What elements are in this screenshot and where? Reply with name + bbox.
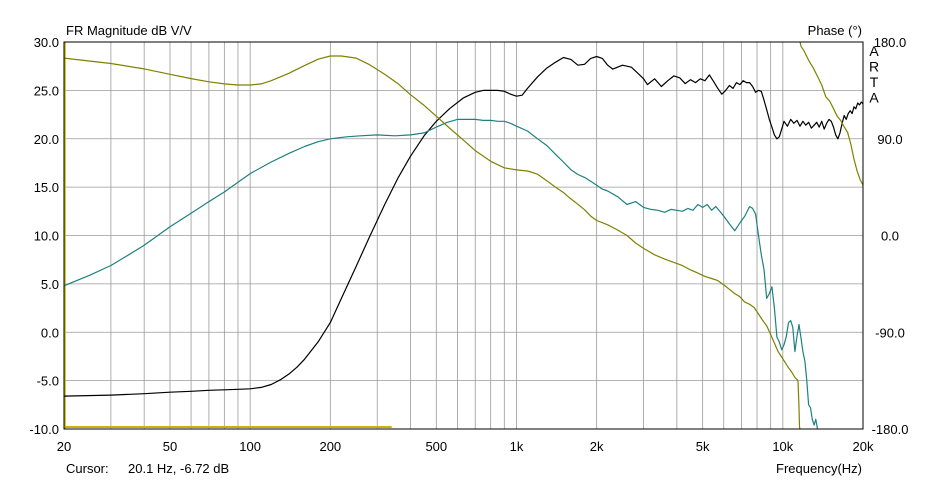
phase-tick-label: 180.0 [874, 35, 907, 50]
chart-title: FR Magnitude dB V/V [66, 23, 192, 38]
brand-letter: T [870, 74, 879, 90]
phase-tick-label: -90.0 [875, 325, 905, 340]
y-tick-label: -10.0 [29, 422, 59, 437]
y-tick-label: 20.0 [34, 132, 59, 147]
plot-border [63, 41, 864, 430]
x-tick-label: 500 [425, 439, 447, 454]
x-tick-label: 20 [57, 439, 71, 454]
x-tick-label: 100 [239, 439, 261, 454]
phase-tick-label: 0.0 [881, 229, 899, 244]
y-tick-label: 15.0 [34, 180, 59, 195]
phase-tick-label: -180.0 [872, 422, 909, 437]
x-axis-ticks: 20 50 100 200 500 1k 2k 5k 10k 20k [57, 439, 874, 454]
phase-axis-title: Phase (°) [808, 23, 862, 38]
cursor-marker [64, 42, 392, 429]
y-tick-label: 0.0 [41, 325, 59, 340]
cursor-label: Cursor: [66, 461, 109, 476]
x-axis-label: Frequency(Hz) [776, 461, 862, 476]
series-layer [64, 42, 863, 429]
series-line-3 [799, 42, 863, 186]
x-tick-label: 200 [319, 439, 341, 454]
y-tick-label: -5.0 [37, 374, 59, 389]
x-tick-label: 50 [163, 439, 177, 454]
series-line-3 [64, 55, 801, 429]
x-tick-label: 1k [510, 439, 524, 454]
y-tick-label: 30.0 [34, 35, 59, 50]
brand-letter: R [869, 59, 879, 75]
y-axis-ticks: -10.0 -5.0 0.0 5.0 10.0 15.0 20.0 25.0 30.0 [29, 35, 59, 437]
cursor-readout: 20.1 Hz, -6.72 dB [128, 461, 229, 476]
phase-axis-ticks: 180.0 90.0 0.0 -90.0 -180.0 [872, 35, 909, 437]
x-tick-label: 10k [772, 439, 793, 454]
phase-tick-label: 90.0 [877, 132, 902, 147]
series-line-2 [64, 118, 819, 429]
y-tick-label: 5.0 [41, 277, 59, 292]
y-tick-label: 25.0 [34, 83, 59, 98]
brand-letter: A [869, 43, 879, 59]
series-line-1 [64, 55, 863, 397]
chart-grid [64, 41, 863, 430]
brand-letter: A [869, 90, 879, 106]
x-tick-label: 20k [853, 439, 874, 454]
y-tick-label: 10.0 [34, 229, 59, 244]
x-tick-label: 2k [590, 439, 604, 454]
x-tick-label: 5k [696, 439, 710, 454]
